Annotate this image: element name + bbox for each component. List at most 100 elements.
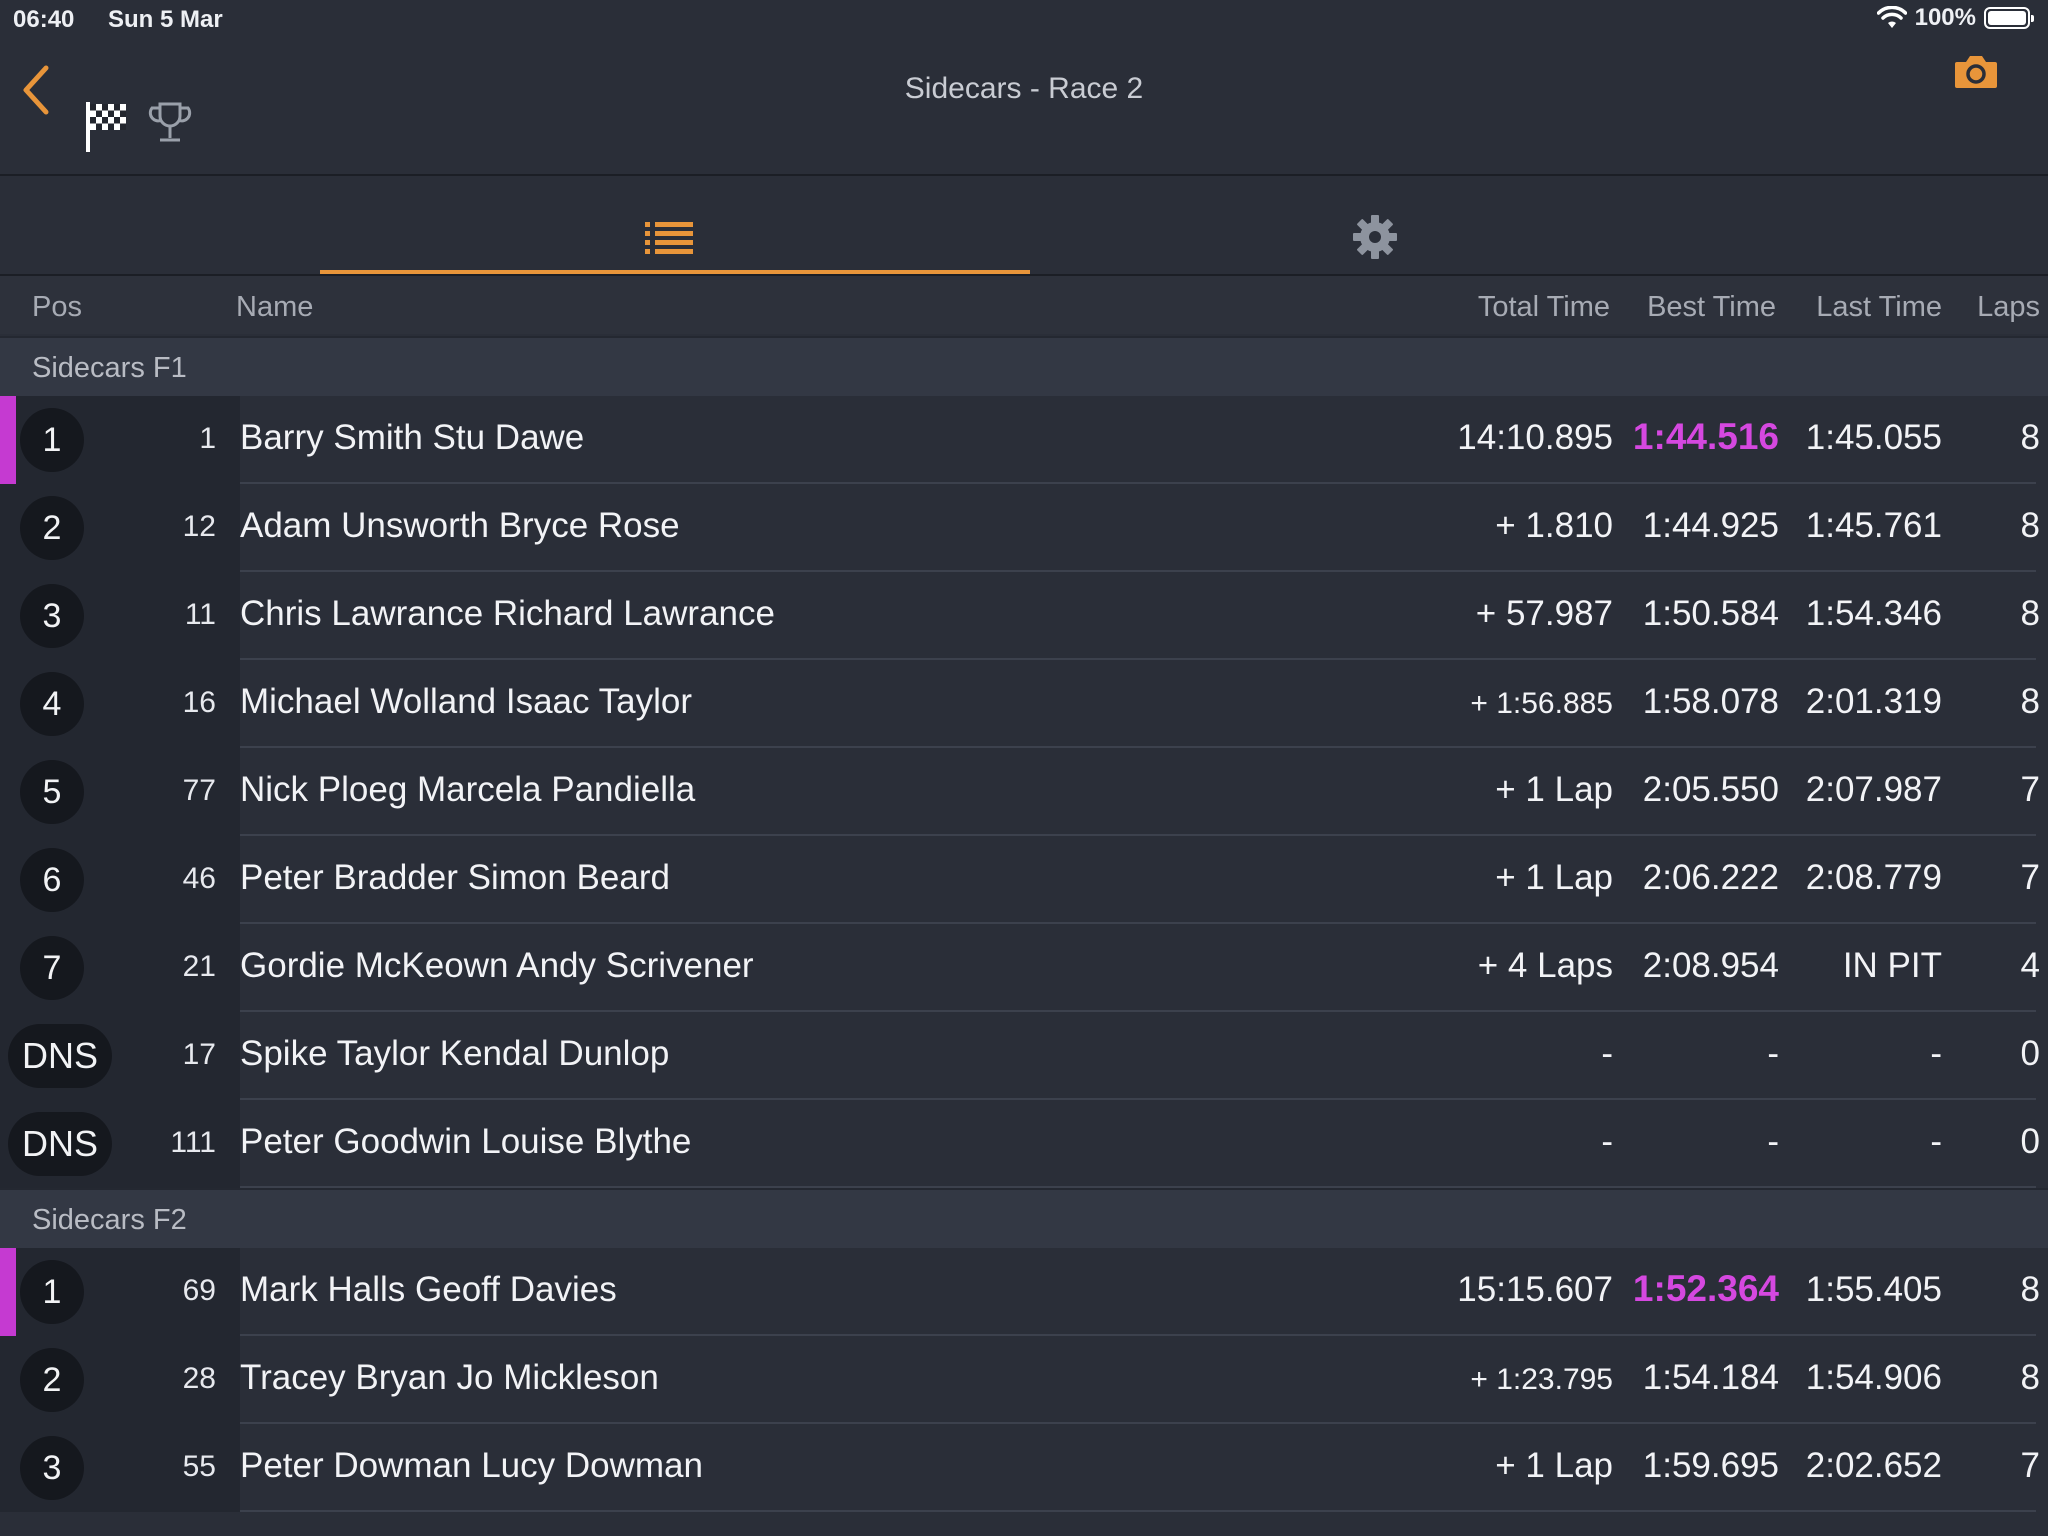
table-row[interactable]: 6 46 Peter Bradder Simon Beard + 1 Lap 2:06.… bbox=[0, 836, 2048, 924]
race-number: 1 bbox=[199, 422, 216, 455]
section-header: Sidecars F1 bbox=[0, 336, 2048, 396]
row-divider bbox=[240, 570, 2036, 572]
race-number: 111 bbox=[170, 1126, 216, 1159]
laps-count: 8 bbox=[2020, 1358, 2040, 1397]
table-row[interactable]: 2 12 Adam Unsworth Bryce Rose + 1.810 1:44.9… bbox=[0, 484, 2048, 572]
table-row[interactable]: 4 16 Michael Wolland Isaac Taylor + 1:56.88… bbox=[0, 660, 2048, 748]
row-divider bbox=[240, 746, 2036, 748]
rider-names: Spike Taylor Kendal Dunlop bbox=[240, 1034, 670, 1073]
table-row[interactable]: 1 1 Barry Smith Stu Dawe 14:10.895 1:44.516 1… bbox=[0, 396, 2048, 484]
checkered-flag-icon[interactable] bbox=[84, 100, 130, 154]
total-time: - bbox=[1601, 1034, 1613, 1073]
best-time: - bbox=[1767, 1034, 1779, 1073]
row-divider bbox=[240, 482, 2036, 484]
col-best-time[interactable]: Best Time bbox=[1647, 291, 1776, 323]
laps-count: 0 bbox=[2020, 1034, 2040, 1073]
total-time: + 4 Laps bbox=[1477, 946, 1613, 985]
race-number: 28 bbox=[182, 1362, 216, 1395]
laps-count: 4 bbox=[2020, 946, 2040, 985]
total-time: + 1:56.885 bbox=[1470, 687, 1613, 720]
row-divider bbox=[240, 834, 2036, 836]
col-name[interactable]: Name bbox=[236, 291, 314, 323]
tab-bar bbox=[0, 176, 2048, 276]
total-time: 15:15.607 bbox=[1457, 1270, 1613, 1309]
section-title: Sidecars F2 bbox=[32, 1204, 187, 1236]
table-row[interactable]: DNS 17 Spike Taylor Kendal Dunlop - - - 0 bbox=[0, 1012, 2048, 1100]
column-headers: Pos Name Total Time Best Time Last Time … bbox=[0, 276, 2048, 334]
position-badge: DNS bbox=[8, 1112, 112, 1176]
laps-count: 8 bbox=[2020, 418, 2040, 457]
position-badge: 7 bbox=[20, 936, 84, 1000]
rider-names: Peter Goodwin Louise Blythe bbox=[240, 1122, 692, 1161]
table-row[interactable]: 7 21 Gordie McKeown Andy Scrivener + 4 Laps… bbox=[0, 924, 2048, 1012]
rider-names: Tracey Bryan Jo Mickleson bbox=[240, 1358, 659, 1397]
last-time: 1:45.055 bbox=[1805, 418, 1942, 457]
table-row[interactable]: 5 77 Nick Ploeg Marcela Pandiella + 1 Lap 2:… bbox=[0, 748, 2048, 836]
camera-icon[interactable] bbox=[1953, 52, 1999, 92]
best-time: 2:08.954 bbox=[1642, 946, 1779, 985]
race-number: 21 bbox=[182, 950, 216, 983]
best-time: 1:50.584 bbox=[1642, 594, 1779, 633]
rider-names: Gordie McKeown Andy Scrivener bbox=[240, 946, 754, 985]
col-laps[interactable]: Laps bbox=[1977, 291, 2040, 323]
page-title: Sidecars - Race 2 bbox=[904, 72, 1144, 105]
section-title: Sidecars F1 bbox=[32, 352, 187, 384]
tab-settings[interactable] bbox=[1300, 176, 1450, 274]
position-badge: 3 bbox=[20, 1436, 84, 1500]
section-header: Sidecars F2 bbox=[0, 1188, 2048, 1248]
total-time: + 1:23.795 bbox=[1470, 1363, 1613, 1396]
total-time: + 1 Lap bbox=[1495, 1446, 1613, 1485]
rider-names: Adam Unsworth Bryce Rose bbox=[240, 506, 680, 545]
total-time: + 1.810 bbox=[1495, 506, 1613, 545]
position-badge: 1 bbox=[20, 408, 84, 472]
laps-count: 8 bbox=[2020, 506, 2040, 545]
position-badge: 4 bbox=[20, 672, 84, 736]
position-badge: DNS bbox=[8, 1024, 112, 1088]
gear-icon bbox=[1353, 215, 1397, 259]
best-time: - bbox=[1767, 1122, 1779, 1161]
laps-count: 8 bbox=[2020, 594, 2040, 633]
best-time: 2:06.222 bbox=[1642, 858, 1779, 897]
col-last-time[interactable]: Last Time bbox=[1816, 291, 1942, 323]
best-time: 2:05.550 bbox=[1642, 770, 1779, 809]
col-total-time[interactable]: Total Time bbox=[1477, 291, 1610, 323]
last-time: 2:01.319 bbox=[1805, 682, 1942, 721]
col-pos[interactable]: Pos bbox=[32, 291, 82, 323]
race-number: 69 bbox=[182, 1274, 216, 1307]
total-time: - bbox=[1601, 1122, 1613, 1161]
race-number: 16 bbox=[182, 686, 216, 719]
table-row[interactable]: 1 69 Mark Halls Geoff Davies 15:15.607 1:52.… bbox=[0, 1248, 2048, 1336]
trophy-icon[interactable] bbox=[148, 100, 192, 148]
rider-names: Peter Dowman Lucy Dowman bbox=[240, 1446, 703, 1485]
race-number: 17 bbox=[182, 1038, 216, 1071]
race-number: 77 bbox=[182, 774, 216, 807]
laps-count: 7 bbox=[2020, 858, 2040, 897]
last-time: 2:08.779 bbox=[1805, 858, 1942, 897]
total-time: + 1 Lap bbox=[1495, 858, 1613, 897]
fastest-lap-marker bbox=[0, 396, 16, 484]
rider-names: Peter Bradder Simon Beard bbox=[240, 858, 670, 897]
rider-names: Nick Ploeg Marcela Pandiella bbox=[240, 770, 696, 809]
laps-count: 8 bbox=[2020, 682, 2040, 721]
best-time: 1:44.925 bbox=[1642, 506, 1779, 545]
fastest-lap-marker bbox=[0, 1248, 16, 1336]
row-divider bbox=[240, 658, 2036, 660]
race-number: 11 bbox=[184, 598, 216, 631]
best-time: 1:52.364 bbox=[1632, 1268, 1779, 1309]
chevron-left-icon[interactable] bbox=[14, 60, 64, 120]
tab-results-list[interactable] bbox=[320, 176, 1030, 274]
battery-percent: 100% bbox=[1914, 4, 1976, 31]
row-divider bbox=[240, 1334, 2036, 1336]
table-row[interactable]: 3 11 Chris Lawrance Richard Lawrance + 57.9… bbox=[0, 572, 2048, 660]
table-row[interactable]: 3 55 Peter Dowman Lucy Dowman + 1 Lap 1:59.6… bbox=[0, 1424, 2048, 1512]
last-time: - bbox=[1930, 1122, 1942, 1161]
position-badge: 6 bbox=[20, 848, 84, 912]
total-time: + 57.987 bbox=[1475, 594, 1613, 633]
race-number: 46 bbox=[182, 862, 216, 895]
table-row[interactable]: 2 28 Tracey Bryan Jo Mickleson + 1:23.795 1:… bbox=[0, 1336, 2048, 1424]
last-time: IN PIT bbox=[1842, 946, 1942, 985]
position-badge: 2 bbox=[20, 496, 84, 560]
battery-icon bbox=[1984, 7, 2034, 29]
status-date: Sun 5 Mar bbox=[108, 6, 223, 33]
table-row[interactable]: DNS 111 Peter Goodwin Louise Blythe - - - 0 bbox=[0, 1100, 2048, 1188]
